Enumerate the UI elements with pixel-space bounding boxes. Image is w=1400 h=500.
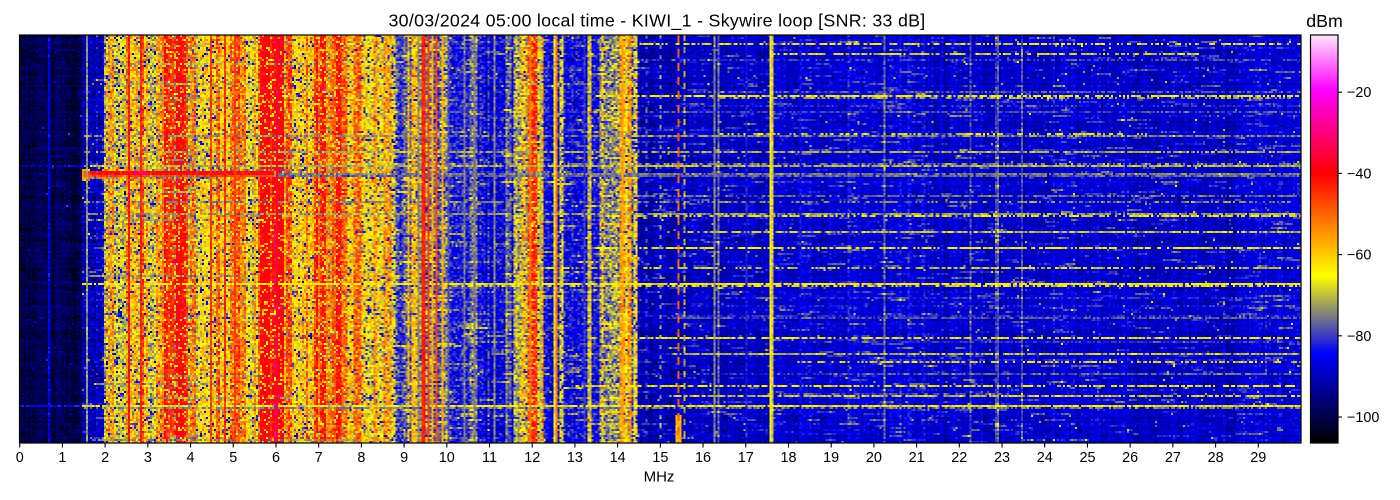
svg-text:5: 5 [229,450,237,466]
svg-text:10: 10 [439,450,455,466]
svg-text:9: 9 [400,450,408,466]
svg-text:11: 11 [482,450,497,466]
svg-text:6: 6 [272,450,280,466]
svg-text:4: 4 [187,450,195,466]
svg-text:24: 24 [1037,450,1053,466]
svg-text:14: 14 [610,450,626,466]
svg-text:3: 3 [144,450,152,466]
svg-text:21: 21 [909,450,925,466]
svg-text:22: 22 [951,450,967,466]
svg-text:2: 2 [101,450,109,466]
svg-text:15: 15 [652,450,668,466]
svg-text:−100: −100 [1347,410,1379,426]
svg-text:23: 23 [994,450,1010,466]
svg-text:−60: −60 [1347,248,1371,264]
svg-text:18: 18 [780,450,796,466]
svg-text:17: 17 [738,450,754,466]
svg-text:19: 19 [823,450,839,466]
svg-text:1: 1 [58,450,66,466]
svg-text:16: 16 [695,450,711,466]
svg-text:30/03/2024 05:00 local time -: 30/03/2024 05:00 local time - KIWI_1 - S… [388,11,925,32]
svg-text:−40: −40 [1347,166,1371,182]
svg-text:28: 28 [1208,450,1224,466]
svg-text:−80: −80 [1347,329,1371,345]
svg-text:27: 27 [1165,450,1181,466]
svg-text:26: 26 [1122,450,1138,466]
svg-text:dBm: dBm [1306,11,1343,31]
svg-text:29: 29 [1250,450,1266,466]
svg-text:0: 0 [16,450,24,466]
svg-text:8: 8 [357,450,365,466]
svg-text:25: 25 [1079,450,1095,466]
svg-text:13: 13 [567,450,583,466]
svg-text:MHz: MHz [644,469,675,486]
svg-text:7: 7 [315,450,323,466]
svg-text:20: 20 [866,450,882,466]
svg-text:−20: −20 [1347,85,1371,101]
svg-text:12: 12 [524,450,540,466]
